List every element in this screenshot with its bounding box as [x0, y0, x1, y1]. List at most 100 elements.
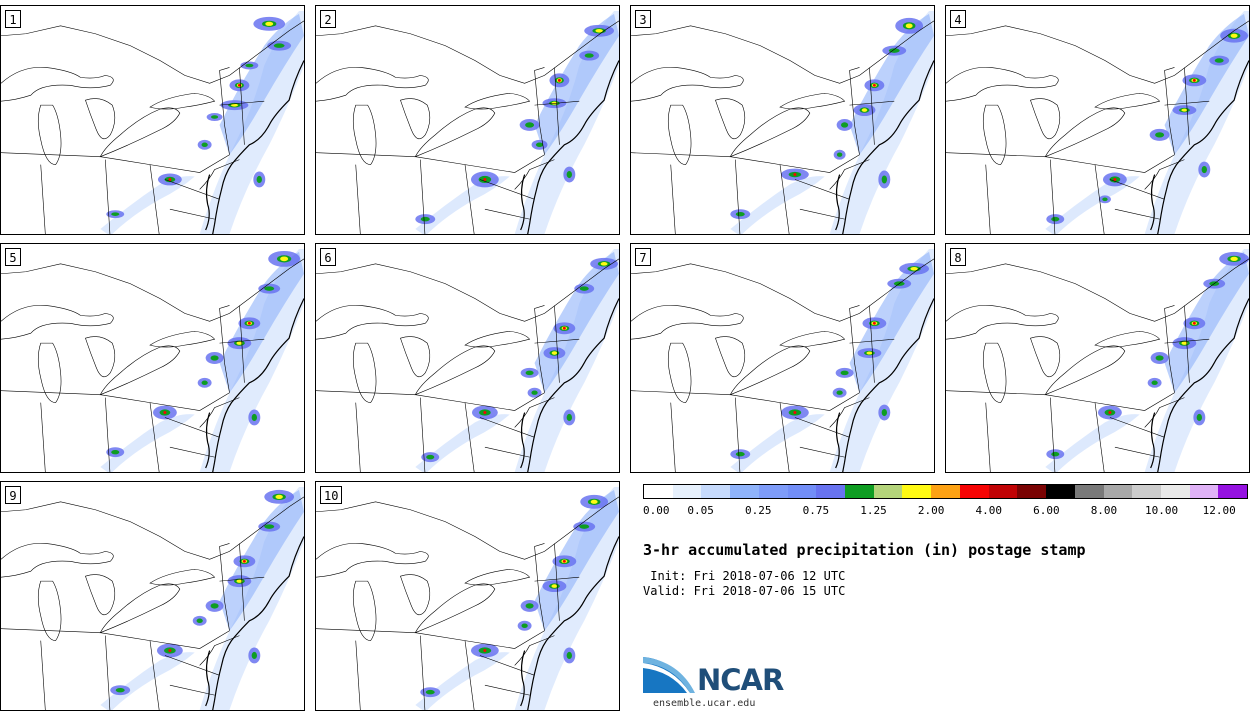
colorbar-tick-label: 0.75	[802, 504, 830, 517]
colorbar-tick-label: 0.00	[643, 504, 670, 517]
ensemble-member-panel: 4	[945, 5, 1250, 235]
ncar-logo-text: NCAR	[697, 663, 784, 697]
ensemble-member-panel: 2	[315, 5, 620, 235]
colorbar-swatch	[845, 485, 874, 498]
ensemble-member-panel: 7	[630, 243, 935, 473]
member-number-label: 3	[635, 10, 651, 28]
precip-cell-peak	[551, 584, 558, 588]
precip-cell-max	[168, 177, 172, 181]
precip-cell-core	[425, 689, 435, 695]
member-number-label: 7	[635, 248, 651, 266]
colorbar-swatch	[816, 485, 846, 498]
light-precip-band	[415, 248, 619, 472]
precip-cell-core	[1196, 413, 1203, 422]
precip-cell-peak	[905, 23, 913, 29]
colorbar-swatch	[1103, 485, 1133, 498]
precip-cell-core	[1201, 165, 1207, 174]
precip-cell-peak	[600, 262, 608, 266]
precip-map	[946, 248, 1249, 472]
precip-cell-peak	[861, 108, 868, 112]
precip-map	[1, 486, 304, 710]
ensemble-member-panel: 1	[0, 5, 305, 235]
precip-cell-core	[840, 370, 849, 376]
precip-cell-core	[735, 211, 745, 217]
precip-cell-peak	[280, 256, 289, 262]
precip-cell-core	[535, 142, 544, 148]
colorbar-swatch	[902, 485, 932, 498]
precip-cell-core	[584, 53, 594, 58]
precip-cell-peak	[265, 21, 274, 26]
colorbar-tick-label: 8.00	[1090, 504, 1118, 517]
precip-cell-core	[521, 623, 528, 628]
colorbar-swatch	[931, 485, 960, 498]
colorbar-swatch	[730, 485, 759, 498]
light-precip-band	[415, 486, 619, 710]
precip-cell-core	[201, 380, 208, 386]
precip-cell-peak	[595, 28, 603, 33]
precip-cell-max	[1108, 411, 1112, 415]
precip-cell-max	[562, 559, 566, 563]
precip-cell-peak	[910, 266, 918, 271]
colorbar-swatch	[787, 485, 817, 498]
light-precip-band	[730, 10, 934, 234]
precip-cell-max	[793, 173, 797, 177]
precip-cell-max	[163, 411, 167, 415]
precip-cell-max	[483, 411, 487, 415]
precip-cell-core	[256, 175, 262, 184]
member-number-label: 5	[5, 248, 21, 266]
precip-cell-max	[242, 559, 246, 563]
precip-cell-peak	[275, 494, 283, 499]
colorbar-ticks: 0.00 0.05 0.25 0.75 1.25 2.00 4.00 6.00 8.00 10.0…	[643, 504, 1248, 520]
precip-map	[631, 10, 934, 234]
chart-title: 3-hr accumulated precipitation (in) post…	[643, 541, 1086, 559]
precip-cell-core	[836, 390, 843, 395]
precip-cell-core	[210, 355, 219, 361]
precip-cell-core	[881, 175, 888, 184]
colorbar-swatch	[873, 485, 903, 498]
precip-cell-max	[557, 78, 561, 82]
precip-cell-core	[525, 370, 534, 376]
precip-cell-core	[1051, 216, 1060, 222]
precip-cell-core	[525, 122, 535, 128]
precip-cell-core	[531, 390, 538, 395]
precip-cell-core	[264, 286, 275, 291]
precip-map	[316, 10, 619, 234]
precip-cell-core	[251, 413, 258, 422]
precip-cell-peak	[1230, 256, 1238, 261]
ensemble-member-panel: 9	[0, 481, 305, 711]
precip-cell-core	[836, 152, 843, 157]
precip-cell-core	[579, 524, 590, 529]
precip-cell-core	[1051, 451, 1060, 457]
precip-cell-max	[872, 321, 876, 325]
colorbar-swatch	[1218, 485, 1248, 498]
precip-cell-core	[273, 43, 285, 48]
precip-map	[316, 248, 619, 472]
colorbar-tick-label: 0.05	[687, 504, 714, 517]
precip-cell-max	[237, 83, 241, 87]
precip-map	[631, 248, 934, 472]
colorbar-tick-label: 2.00	[917, 504, 945, 517]
precip-cell-core	[210, 603, 219, 609]
precip-cell-peak	[1181, 108, 1188, 112]
precip-cell-max	[562, 326, 566, 330]
colorbar-tick-label: 12.00	[1202, 504, 1236, 517]
colorbar-swatch	[701, 485, 731, 498]
precip-cell-core	[1214, 58, 1224, 63]
precip-cell-core	[566, 651, 573, 660]
precip-cell-core	[196, 618, 203, 624]
precip-cell-max	[247, 321, 251, 325]
ensemble-member-panel: 6	[315, 243, 620, 473]
member-number-label: 2	[320, 10, 336, 28]
precip-cell-peak	[236, 579, 243, 583]
member-number-label: 6	[320, 248, 336, 266]
colorbar-tick-label: 0.25	[744, 504, 772, 517]
precip-cell-core	[1155, 355, 1164, 361]
precip-cell-peak	[590, 499, 598, 504]
light-precip-band	[1045, 248, 1249, 472]
colorbar-tick-label: 4.00	[975, 504, 1002, 517]
light-precip-band	[1045, 10, 1249, 234]
colorbar-swatch	[1132, 485, 1161, 498]
precip-cell-core	[115, 687, 125, 693]
precip-cell-peak	[551, 351, 558, 355]
member-number-label: 8	[950, 248, 966, 266]
